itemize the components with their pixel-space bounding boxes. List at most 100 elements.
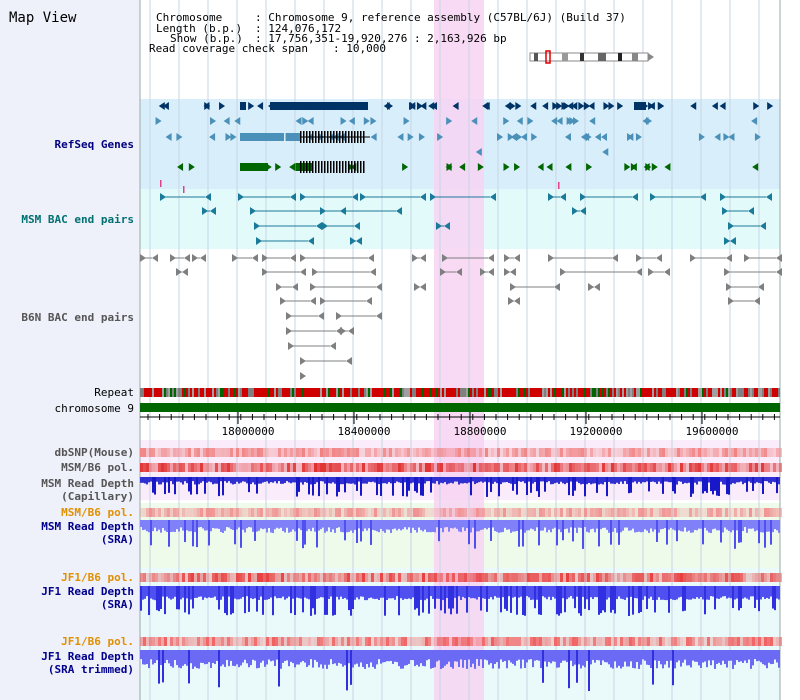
- pol-heat-cell: [728, 463, 731, 472]
- pol-heat-cell: [359, 508, 362, 517]
- pol-heat-cell: [623, 508, 626, 517]
- read-depth-bar: [150, 520, 152, 546]
- repeat-element: [248, 388, 250, 397]
- pol-heat-cell: [209, 573, 212, 582]
- repeat-element: [568, 388, 570, 397]
- dbsnp-heat-cell: [623, 448, 626, 457]
- read-depth-bar: [432, 520, 434, 532]
- bac-end: [290, 193, 296, 201]
- pol-heat-cell: [380, 463, 383, 472]
- pol-heat-cell: [653, 573, 656, 582]
- bac-end: [360, 193, 366, 201]
- repeat-element: [738, 388, 740, 397]
- read-depth-bar: [174, 520, 176, 532]
- pol-heat-cell: [437, 637, 440, 646]
- gene-strand-marker: [521, 133, 528, 141]
- pol-heat-cell: [632, 573, 635, 582]
- pol-heat-cell: [155, 637, 158, 646]
- pol-heat-cell: [692, 637, 695, 646]
- repeat-element: [146, 388, 148, 397]
- read-depth-bar: [176, 650, 178, 666]
- pol-heat-cell: [383, 637, 386, 646]
- read-depth-bar: [608, 520, 610, 533]
- pol-heat-cell: [554, 508, 557, 517]
- read-depth-bar: [276, 650, 278, 660]
- repeat-element: [704, 388, 706, 397]
- read-depth-bar: [246, 650, 248, 664]
- pol-heat-cell: [368, 508, 371, 517]
- read-depth-bar: [294, 520, 296, 532]
- read-depth-bar: [740, 650, 742, 662]
- gene-strand-marker: [407, 133, 414, 141]
- pol-heat-cell: [515, 573, 518, 582]
- read-depth-bar: [766, 477, 768, 482]
- refseq-genes-label[interactable]: RefSeq Genes: [54, 138, 134, 151]
- pol-heat-cell: [167, 463, 170, 472]
- dbsnp-heat-cell: [689, 448, 692, 457]
- read-depth-bar: [602, 650, 604, 661]
- read-depth-bar: [152, 477, 154, 493]
- gene-strand-marker: [664, 163, 671, 171]
- dbsnp-heat-cell: [548, 448, 551, 457]
- repeat-element: [744, 388, 746, 397]
- gene-strand-marker: [325, 102, 332, 110]
- read-depth-bar: [502, 520, 504, 533]
- repeat-element: [276, 388, 278, 397]
- dbsnp-heat-cell: [581, 448, 584, 457]
- read-depth-bar: [388, 650, 390, 662]
- repeat-element: [716, 388, 718, 397]
- repeat-element: [382, 388, 384, 397]
- read-depth-bar: [764, 586, 766, 600]
- read-depth-bar: [778, 650, 780, 668]
- pol-heat-cell: [416, 637, 419, 646]
- dbsnp-heat-cell: [671, 448, 674, 457]
- pol-heat-cell: [380, 573, 383, 582]
- read-depth-bar: [278, 520, 280, 529]
- read-depth-bar: [408, 520, 410, 528]
- pol-heat-cell: [452, 573, 455, 582]
- pol-heat-cell: [257, 463, 260, 472]
- msm-bac-label[interactable]: MSM BAC end pairs: [21, 213, 134, 226]
- bac-end: [262, 268, 268, 276]
- pol-heat-cell: [209, 637, 212, 646]
- read-depth-bar: [666, 477, 668, 482]
- read-depth-bar: [300, 477, 302, 483]
- read-depth-bar: [364, 477, 366, 484]
- read-depth-bar: [354, 650, 356, 665]
- read-depth-bar: [672, 586, 674, 600]
- pol-heat-cell: [368, 573, 371, 582]
- read-depth-bar: [300, 650, 302, 663]
- repeat-element: [460, 388, 462, 397]
- read-depth-bar: [524, 586, 526, 616]
- read-depth-bar: [552, 586, 554, 597]
- pol-heat-cell: [632, 637, 635, 646]
- read-depth-bar: [178, 520, 180, 532]
- show-value: : 17,756,351-19,920,276 : 2,163,926 bp: [255, 32, 507, 45]
- pol-heat-cell: [695, 463, 698, 472]
- read-depth-bar: [372, 477, 374, 482]
- gene-strand-marker: [690, 102, 697, 110]
- dbsnp-heat-cell: [242, 448, 245, 457]
- bac-end: [420, 193, 426, 201]
- pol-heat-cell: [143, 463, 146, 472]
- pol-heat-cell: [614, 573, 617, 582]
- read-depth-bar: [504, 650, 506, 662]
- read-depth-bar: [340, 586, 342, 597]
- read-depth-bar: [356, 520, 358, 544]
- b6n-bac-label[interactable]: B6N BAC end pairs: [21, 311, 134, 324]
- tiny-marker: [160, 180, 162, 187]
- gene-strand-marker: [416, 102, 423, 110]
- read-depth-bar: [748, 520, 750, 529]
- pol-heat-cell: [356, 637, 359, 646]
- repeat-element: [206, 388, 208, 397]
- pol-heat-cell: [725, 508, 728, 517]
- read-depth-bar: [442, 650, 444, 668]
- read-depth-bar: [154, 586, 156, 601]
- read-depth-bar: [476, 477, 478, 484]
- pol-heat-cell: [437, 463, 440, 472]
- dbsnp-heat-cell: [200, 448, 203, 457]
- read-depth-bar: [640, 477, 642, 484]
- read-depth-bar: [386, 586, 388, 601]
- pol-heat-cell: [320, 637, 323, 646]
